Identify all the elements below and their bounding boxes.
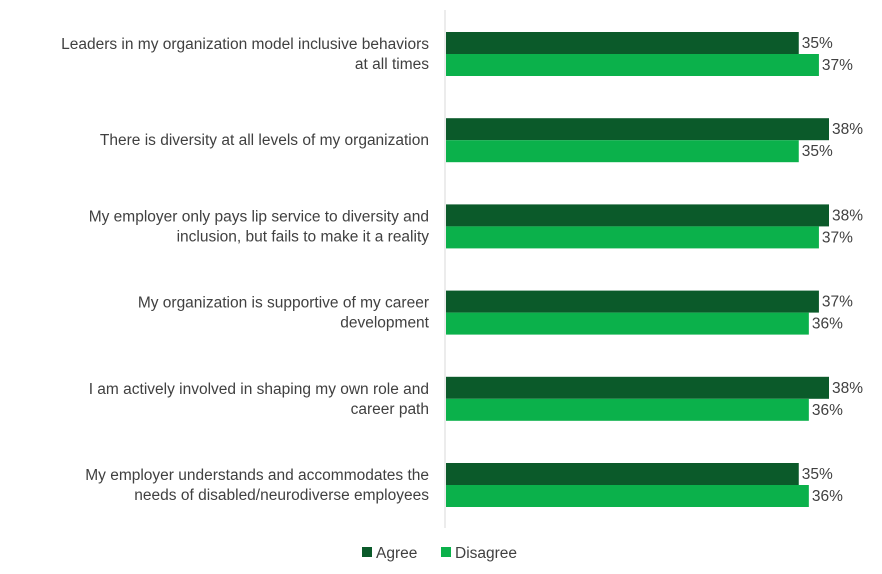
bar-disagree [446, 398, 809, 421]
data-label-disagree: 35% [802, 143, 833, 160]
bar-agree [446, 376, 829, 399]
category-label: career path [351, 401, 429, 418]
bar-agree [446, 290, 819, 313]
data-label-disagree: 37% [822, 229, 853, 246]
category-label: needs of disabled/neurodiverse employees [134, 487, 429, 504]
data-label-disagree: 37% [822, 57, 853, 74]
category-label: Leaders in my organization model inclusi… [61, 36, 429, 53]
data-label-disagree: 36% [812, 488, 843, 505]
legend-swatch-agree [362, 547, 372, 557]
bar-disagree [446, 226, 819, 249]
category-label: at all times [355, 56, 429, 73]
data-label-disagree: 36% [812, 402, 843, 419]
category-labels: Leaders in my organization model inclusi… [61, 36, 430, 504]
data-labels: 35% 37% 38% 35% 38% 37% 37% 36% 38% 36% 35% 36% [802, 35, 863, 505]
bar-disagree [446, 485, 809, 507]
bar-agree [446, 118, 829, 141]
bar-disagree [446, 54, 819, 76]
data-label-agree: 35% [802, 466, 833, 483]
category-label: There is diversity at all levels of my o… [100, 132, 429, 149]
bar-agree [446, 204, 829, 227]
data-label-agree: 38% [832, 121, 863, 138]
bar-agree [446, 32, 799, 54]
legend-label-disagree: Disagree [455, 545, 517, 562]
category-label: My organization is supportive of my care… [138, 295, 429, 312]
bar-disagree [446, 312, 809, 335]
data-label-agree: 35% [802, 35, 833, 52]
category-label: My employer only pays lip service to div… [89, 208, 429, 225]
legend: Agree Disagree [362, 545, 517, 562]
legend-label-agree: Agree [376, 545, 417, 562]
legend-swatch-disagree [441, 547, 451, 557]
data-label-disagree: 36% [812, 316, 843, 333]
bars [446, 32, 829, 507]
bar-disagree [446, 140, 799, 163]
category-label: development [340, 315, 429, 332]
data-label-agree: 38% [832, 207, 863, 224]
category-label: inclusion, but fails to make it a realit… [177, 228, 430, 245]
data-label-agree: 38% [832, 380, 863, 397]
bar-agree [446, 463, 799, 485]
category-label: My employer understands and accommodates… [85, 467, 429, 484]
data-label-agree: 37% [822, 294, 853, 311]
category-label: I am actively involved in shaping my own… [89, 381, 429, 398]
